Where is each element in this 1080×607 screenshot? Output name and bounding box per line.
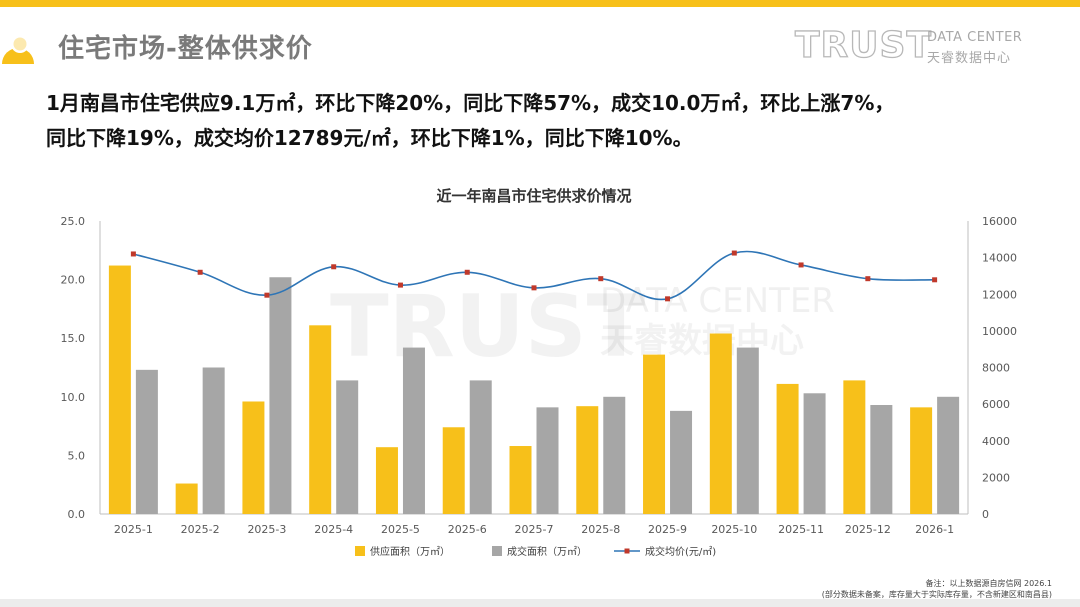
price-point <box>731 250 737 256</box>
y-left-tick-label: 25.0 <box>61 215 86 228</box>
price-point <box>464 269 470 275</box>
legend-supply-label: 供应面积（万㎡） <box>370 545 450 558</box>
y-left-tick-label: 10.0 <box>61 391 86 404</box>
watermark-subtitle-cn: 天睿数据中心 <box>600 321 804 361</box>
bottom-bar <box>0 599 1080 607</box>
bar-supply <box>643 354 666 514</box>
bar-supply <box>910 407 933 514</box>
x-tick-label: 2025-4 <box>314 523 353 536</box>
legend-supply-swatch <box>355 546 365 556</box>
bar-supply <box>108 265 131 514</box>
price-point <box>264 292 270 298</box>
x-tick-label: 2025-12 <box>845 523 891 536</box>
y-right-tick-label: 14000 <box>982 252 1017 265</box>
price-point <box>130 251 136 257</box>
y-right-tick-label: 2000 <box>982 471 1010 484</box>
bar-supply <box>442 427 465 514</box>
bar-supply <box>843 380 866 514</box>
bar-deal <box>202 367 225 514</box>
y-left-tick-label: 20.0 <box>61 274 86 287</box>
bar-deal <box>135 369 158 514</box>
x-tick-label: 2025-5 <box>381 523 420 536</box>
bar-supply <box>509 446 532 514</box>
bar-supply <box>576 406 599 514</box>
bar-deal <box>870 405 893 514</box>
price-point <box>932 277 938 283</box>
price-point <box>331 264 337 270</box>
x-tick-label: 2025-2 <box>181 523 220 536</box>
legend-deal-label: 成交面积（万㎡） <box>507 545 587 558</box>
x-tick-label: 2025-8 <box>581 523 620 536</box>
x-tick-label: 2025-6 <box>448 523 487 536</box>
bar-deal <box>736 347 759 514</box>
legend-price-label: 成交均价(元/㎡) <box>645 545 716 558</box>
y-right-tick-label: 12000 <box>982 288 1017 301</box>
price-point <box>665 296 671 302</box>
bar-supply <box>175 483 198 514</box>
brand-subtitle-en: DATA CENTER <box>927 30 1023 45</box>
x-tick-label: 2025-3 <box>247 523 286 536</box>
footer-note-line-2: (部分数据未备案，库存量大于实际库存量，不含新建区和南昌县) <box>821 590 1052 599</box>
summary-text: 1月南昌市住宅供应9.1万㎡，环比下降20%，同比下降57%，成交10.0万㎡，… <box>46 86 1046 156</box>
x-tick-label: 2025-10 <box>711 523 757 536</box>
page-title: 住宅市场-整体供求价 <box>58 34 313 64</box>
logo-icon <box>2 35 34 64</box>
bar-supply <box>375 447 398 514</box>
bar-deal <box>536 407 559 514</box>
watermark-name: TRUST <box>330 277 646 377</box>
watermark-subtitle-en: DATA CENTER <box>600 281 835 321</box>
price-point <box>798 262 804 268</box>
footer-note-line-1: 备注：以上数据源自房信网 2026.1 <box>925 579 1052 588</box>
legend-price-marker <box>624 548 630 554</box>
x-tick-label: 2025-9 <box>648 523 687 536</box>
y-right-tick-label: 16000 <box>982 215 1017 228</box>
bar-deal <box>670 410 693 514</box>
x-tick-label: 2026-1 <box>915 523 954 536</box>
bar-supply <box>709 333 732 514</box>
legend-deal-swatch <box>492 546 502 556</box>
y-left-tick-label: 0.0 <box>68 508 86 521</box>
bar-deal <box>603 396 626 514</box>
price-point <box>598 276 604 282</box>
bar-deal <box>402 347 425 514</box>
bar-supply <box>309 325 332 514</box>
summary-line-1: 1月南昌市住宅供应9.1万㎡，环比下降20%，同比下降57%，成交10.0万㎡，… <box>46 91 895 115</box>
x-tick-label: 2025-11 <box>778 523 824 536</box>
price-point <box>531 285 537 291</box>
bar-deal <box>937 396 960 514</box>
summary-line-2: 同比下降19%，成交均价12789元/㎡，环比下降1%，同比下降10%。 <box>46 126 693 150</box>
bar-deal <box>469 380 492 514</box>
price-point <box>197 269 203 275</box>
price-point <box>865 276 871 282</box>
bar-supply <box>242 401 265 514</box>
x-tick-label: 2025-1 <box>114 523 153 536</box>
y-right-tick-label: 10000 <box>982 325 1017 338</box>
bar-deal <box>336 380 359 514</box>
brand-name: TRUST <box>794 25 932 66</box>
y-right-tick-label: 8000 <box>982 362 1010 375</box>
x-tick-label: 2025-7 <box>515 523 554 536</box>
price-point <box>397 282 403 288</box>
bar-deal <box>803 393 826 514</box>
brand-logo: TRUST DATA CENTER 天睿数据中心 <box>794 25 1035 70</box>
bar-supply <box>776 383 799 514</box>
y-right-tick-label: 0 <box>982 508 989 521</box>
brand-subtitle-cn: 天睿数据中心 <box>927 51 1012 66</box>
y-right-tick-label: 6000 <box>982 398 1010 411</box>
y-left-tick-label: 5.0 <box>68 449 86 462</box>
y-left-tick-label: 15.0 <box>61 332 86 345</box>
top-accent-bar <box>0 0 1080 7</box>
bar-deal <box>269 277 292 514</box>
y-right-tick-label: 4000 <box>982 435 1010 448</box>
chart-title: 近一年南昌市住宅供求价情况 <box>436 187 631 205</box>
footer-note: 备注：以上数据源自房信网 2026.1 (部分数据未备案，库存量大于实际库存量，… <box>822 578 1052 600</box>
